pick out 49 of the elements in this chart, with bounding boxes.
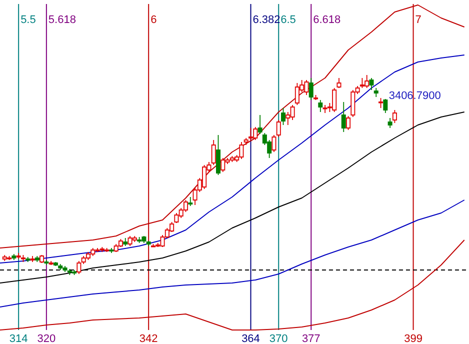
candlestick: [272, 134, 276, 152]
candlestick: [44, 260, 49, 266]
candlestick: [314, 94, 318, 100]
candlestick: [281, 108, 286, 126]
candlestick: [188, 196, 193, 206]
candlestick: [26, 256, 30, 262]
candlestick: [76, 260, 82, 274]
x-tick-label: 320: [37, 333, 56, 344]
candlestick: [341, 102, 346, 132]
candlestick: [146, 240, 151, 246]
candlestick: [276, 120, 281, 138]
annotation: 6: [150, 14, 157, 26]
candlestick: [211, 140, 216, 166]
candlestick: [109, 248, 114, 254]
candlestick: [369, 78, 374, 90]
annotation: 7: [415, 14, 422, 26]
x-tick-label: 342: [139, 333, 158, 344]
candlestick: [378, 98, 384, 108]
candlestick: [308, 78, 314, 100]
candlestick: [318, 100, 323, 112]
candlestick: [374, 88, 378, 98]
annotation: 6.5: [280, 14, 296, 26]
candlestick: [388, 118, 392, 128]
x-tick-label: 399: [404, 333, 422, 344]
candlestick: [20, 254, 26, 262]
x-tick-label: 370: [269, 333, 288, 344]
candlestick: [392, 110, 397, 124]
candlestick: [216, 134, 220, 176]
annotation: 6.618: [313, 14, 341, 26]
candlestick: [12, 254, 16, 260]
candlestick: [132, 236, 137, 242]
candlestick: [16, 252, 21, 260]
x-tick-label: 377: [302, 333, 320, 344]
candlestick: [137, 236, 142, 244]
candlestick: [346, 116, 351, 130]
candlestick: [336, 78, 342, 88]
candlestick: [48, 260, 54, 266]
x-tick-label: 364: [242, 333, 260, 344]
candlestick: [53, 262, 58, 266]
candlestick: [383, 98, 388, 114]
candlestick: [258, 114, 262, 134]
annotation: 5.5: [20, 14, 36, 26]
annotation: 5.618: [48, 14, 76, 26]
candlestick: [40, 254, 44, 264]
candlestick: [30, 256, 35, 262]
x-tick-label: 314: [9, 333, 28, 344]
candlestick: [244, 138, 248, 146]
candlestick: [34, 256, 40, 262]
candlestick: [123, 238, 128, 246]
